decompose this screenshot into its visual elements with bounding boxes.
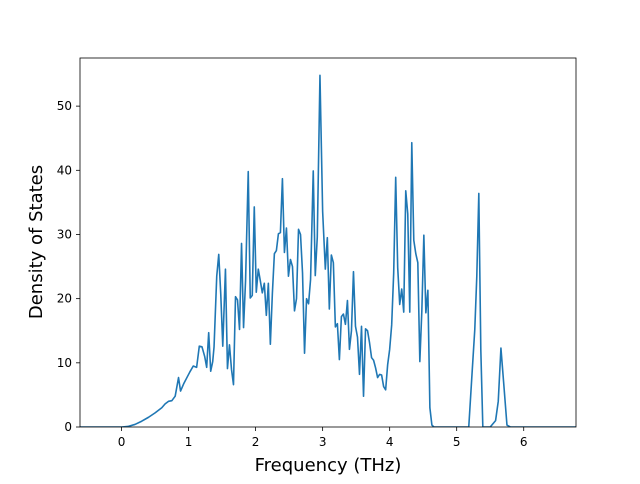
y-tick-label: 50 — [57, 99, 72, 113]
x-tick-label: 1 — [185, 435, 193, 449]
x-tick-label: 6 — [520, 435, 528, 449]
series-line-1 — [80, 74, 576, 427]
x-tick-label: 3 — [319, 435, 327, 449]
y-tick-label: 10 — [57, 356, 72, 370]
x-tick-label: 5 — [453, 435, 461, 449]
axes: 0 1 2 3 4 5 6 0 10 20 30 40 50 — [57, 57, 577, 449]
y-tick-label: 20 — [57, 292, 72, 306]
y-axis-label: Density of States — [26, 165, 47, 319]
axes-frame — [79, 57, 577, 428]
y-tick-label: 30 — [57, 227, 72, 241]
plot-area — [80, 74, 576, 427]
y-tick-label: 40 — [57, 163, 72, 177]
x-tick-label: 0 — [118, 435, 126, 449]
x-tick-label: 2 — [252, 435, 260, 449]
y-tick-label: 0 — [64, 420, 72, 434]
x-axis-label: Frequency (THz) — [255, 455, 402, 476]
x-tick-label: 4 — [386, 435, 394, 449]
